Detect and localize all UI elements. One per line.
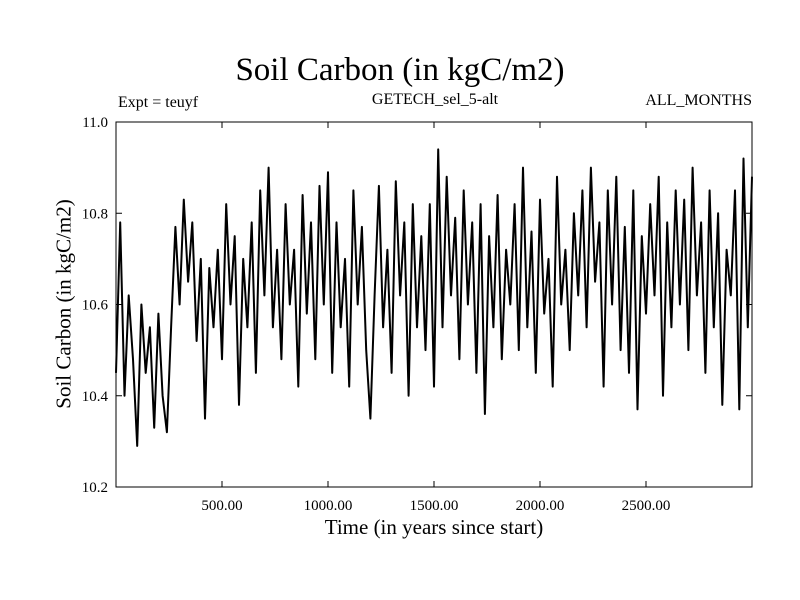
x-tick-label: 1000.00 xyxy=(304,498,353,514)
months-label: ALL_MONTHS xyxy=(645,92,752,109)
x-axis-label: Time (in years since start) xyxy=(324,515,544,539)
dataset-label: GETECH_sel_5-alt xyxy=(371,91,499,108)
y-tick-label: 10.8 xyxy=(82,206,108,222)
series-line-0 xyxy=(115,148,753,447)
x-tick-label: 2500.00 xyxy=(622,498,671,514)
chart-title: Soil Carbon (in kgC/m2) xyxy=(235,52,565,88)
x-tick-label: 2000.00 xyxy=(516,498,565,514)
y-tick-label: 10.4 xyxy=(82,389,109,405)
experiment-label: Expt = teuyf xyxy=(118,94,199,111)
y-tick-label: 10.2 xyxy=(82,480,108,496)
series-layer xyxy=(115,148,753,447)
x-tick-label: 1500.00 xyxy=(410,498,459,514)
y-tick-label: 10.6 xyxy=(82,298,109,314)
tick-layer: 500.00 1000.00 1500.00 2000.00 2500.00 10.2 10… xyxy=(82,115,752,514)
y-tick-label: 11.0 xyxy=(82,115,108,131)
x-tick-label: 500.00 xyxy=(201,498,242,514)
